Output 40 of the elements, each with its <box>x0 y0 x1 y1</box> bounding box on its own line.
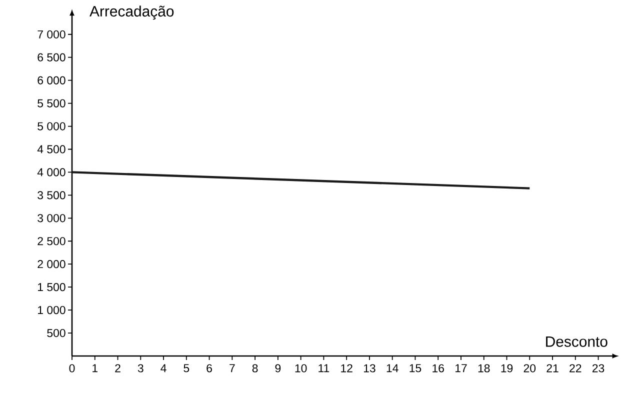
x-tick-label: 12 <box>341 364 352 372</box>
y-tick-label: 4 500 <box>37 145 66 154</box>
y-tick-label: 6 000 <box>38 76 66 84</box>
y-tick-label: 7 000 <box>38 30 66 38</box>
y-tick-label: 1 500 <box>38 283 66 292</box>
x-tick-label: 6 <box>206 364 212 372</box>
x-tick-label: 2 <box>115 364 120 372</box>
x-tick-label: 7 <box>230 364 235 372</box>
x-tick-label: 22 <box>570 364 582 372</box>
x-tick-label: 20 <box>524 364 536 372</box>
x-tick-label: 16 <box>432 364 444 372</box>
x-tick-label: 17 <box>455 364 467 372</box>
y-tick-label: 3 000 <box>38 214 66 222</box>
x-tick-label: 23 <box>592 364 604 372</box>
x-tick-label: 0 <box>69 364 75 372</box>
y-tick-label: 2 500 <box>38 237 66 246</box>
y-tick-label: 5 500 <box>38 99 66 108</box>
x-tick-label: 3 <box>138 364 144 372</box>
x-tick-label: 10 <box>295 364 307 372</box>
y-tick-label: 1 000 <box>38 306 66 314</box>
x-axis-title: Desconto <box>546 336 608 347</box>
x-tick-label: 14 <box>386 364 398 372</box>
x-tick-label: 5 <box>184 364 190 372</box>
x-tick-label: 18 <box>478 364 490 372</box>
y-tick-label: 6 500 <box>38 53 66 62</box>
x-tick-label: 1 <box>92 364 98 372</box>
y-tick-label: 2 000 <box>38 260 66 268</box>
y-tick-label: 500 <box>47 328 66 338</box>
x-tick-label: 19 <box>501 364 513 372</box>
y-tick-label: 5 000 <box>38 122 66 130</box>
x-tick-label: 8 <box>252 364 258 372</box>
x-tick-label: 21 <box>546 364 558 372</box>
y-tick-label: 4 000 <box>37 168 66 176</box>
x-tick-label: 13 <box>364 364 376 372</box>
y-tick-label: 3 500 <box>38 191 66 200</box>
x-tick-label: 11 <box>318 364 330 372</box>
x-tick-label: 9 <box>275 364 281 372</box>
y-axis-title: Arrecadação <box>90 6 174 20</box>
x-tick-label: 4 <box>160 364 166 372</box>
x-tick-label: 15 <box>410 364 422 372</box>
